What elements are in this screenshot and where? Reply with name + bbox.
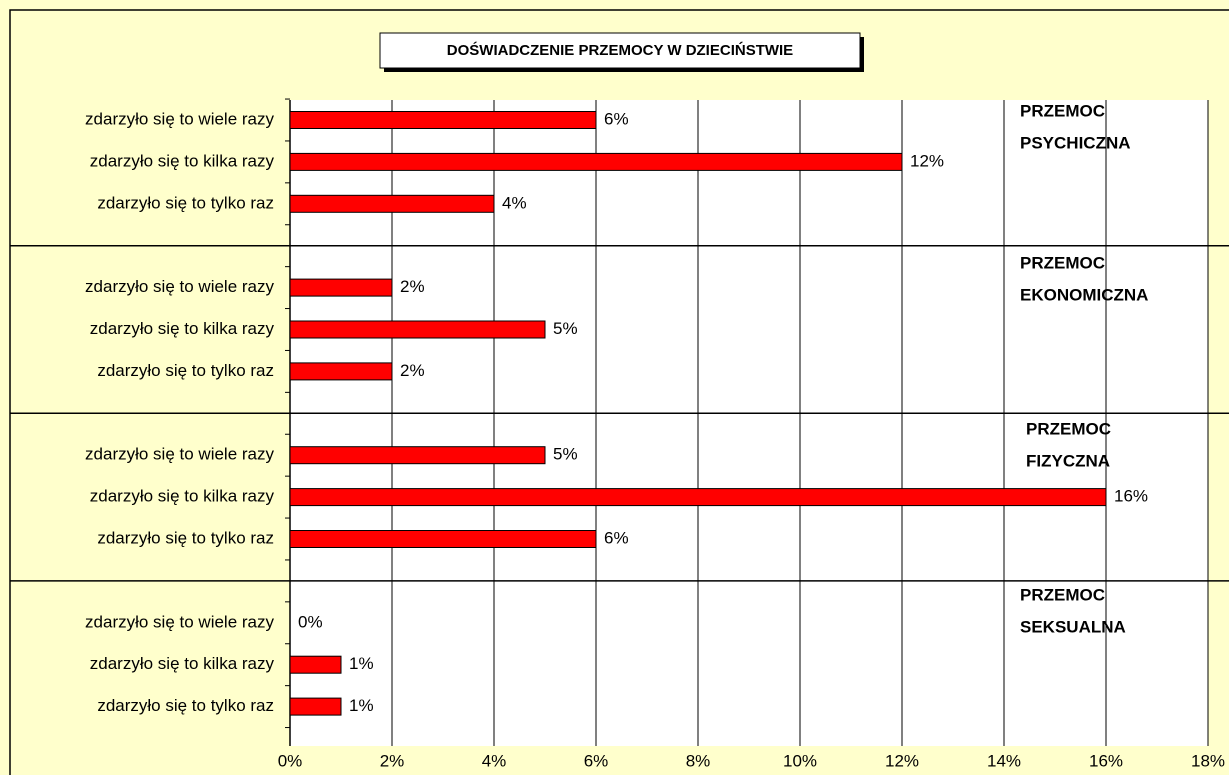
value-label: 1% xyxy=(349,696,374,715)
value-label: 1% xyxy=(349,654,374,673)
y-tick-label: zdarzyło się to wiele razy xyxy=(85,109,274,128)
y-tick-label: zdarzyło się to wiele razy xyxy=(85,277,274,296)
bar xyxy=(289,320,546,339)
value-label: 6% xyxy=(604,109,629,128)
x-tick-label: 10% xyxy=(783,751,817,770)
x-tick-label: 6% xyxy=(584,751,609,770)
x-tick-label: 4% xyxy=(482,751,507,770)
x-tick-label: 2% xyxy=(380,751,405,770)
value-label: 5% xyxy=(553,319,578,338)
value-label: 6% xyxy=(604,528,629,547)
group-label: EKONOMICZNA xyxy=(1020,285,1148,304)
bar xyxy=(289,697,342,716)
value-label: 4% xyxy=(502,193,527,212)
y-tick-label: zdarzyło się to tylko raz xyxy=(97,528,274,547)
y-tick-label: zdarzyło się to wiele razy xyxy=(85,612,274,631)
y-tick-label: zdarzyło się to kilka razy xyxy=(90,487,275,506)
bar xyxy=(289,530,597,548)
title-box xyxy=(379,32,861,69)
y-tick-label: zdarzyło się to tylko raz xyxy=(97,361,274,380)
group-label: PRZEMOC xyxy=(1020,585,1105,604)
group-label: FIZYCZNA xyxy=(1026,451,1110,470)
bar xyxy=(289,655,342,674)
value-label: 5% xyxy=(553,445,578,464)
bar xyxy=(289,278,393,297)
y-tick-label: zdarzyło się to wiele razy xyxy=(85,445,274,464)
group-label: PRZEMOC xyxy=(1026,419,1111,438)
x-tick-label: 12% xyxy=(885,751,919,770)
bar xyxy=(289,446,546,465)
bar xyxy=(289,152,903,171)
bar xyxy=(289,111,597,129)
y-tick-label: zdarzyło się to tylko raz xyxy=(97,696,274,715)
group-label: PSYCHICZNA xyxy=(1020,133,1131,152)
value-label: 2% xyxy=(400,361,425,380)
y-tick-label: zdarzyło się to kilka razy xyxy=(90,654,275,673)
group-label: SEKSUALNA xyxy=(1020,617,1126,636)
group-label: PRZEMOC xyxy=(1020,253,1105,272)
value-label: 12% xyxy=(910,151,944,170)
x-tick-label: 8% xyxy=(686,751,711,770)
x-tick-label: 16% xyxy=(1089,751,1123,770)
bar xyxy=(289,488,1107,507)
group-label: PRZEMOC xyxy=(1020,101,1105,120)
value-label: 0% xyxy=(298,612,323,631)
bar xyxy=(289,362,393,381)
x-tick-label: 0% xyxy=(278,751,303,770)
bar xyxy=(289,194,495,213)
value-label: 16% xyxy=(1114,487,1148,506)
x-tick-label: 14% xyxy=(987,751,1021,770)
value-label: 2% xyxy=(400,277,425,296)
y-tick-label: zdarzyło się to kilka razy xyxy=(90,319,275,338)
chart-title: DOŚWIADCZENIE PRZEMOCY W DZIECIŃSTWIE xyxy=(447,41,793,59)
y-tick-label: zdarzyło się to kilka razy xyxy=(90,151,275,170)
y-tick-label: zdarzyło się to tylko raz xyxy=(97,193,274,212)
x-tick-label: 18% xyxy=(1191,751,1225,770)
